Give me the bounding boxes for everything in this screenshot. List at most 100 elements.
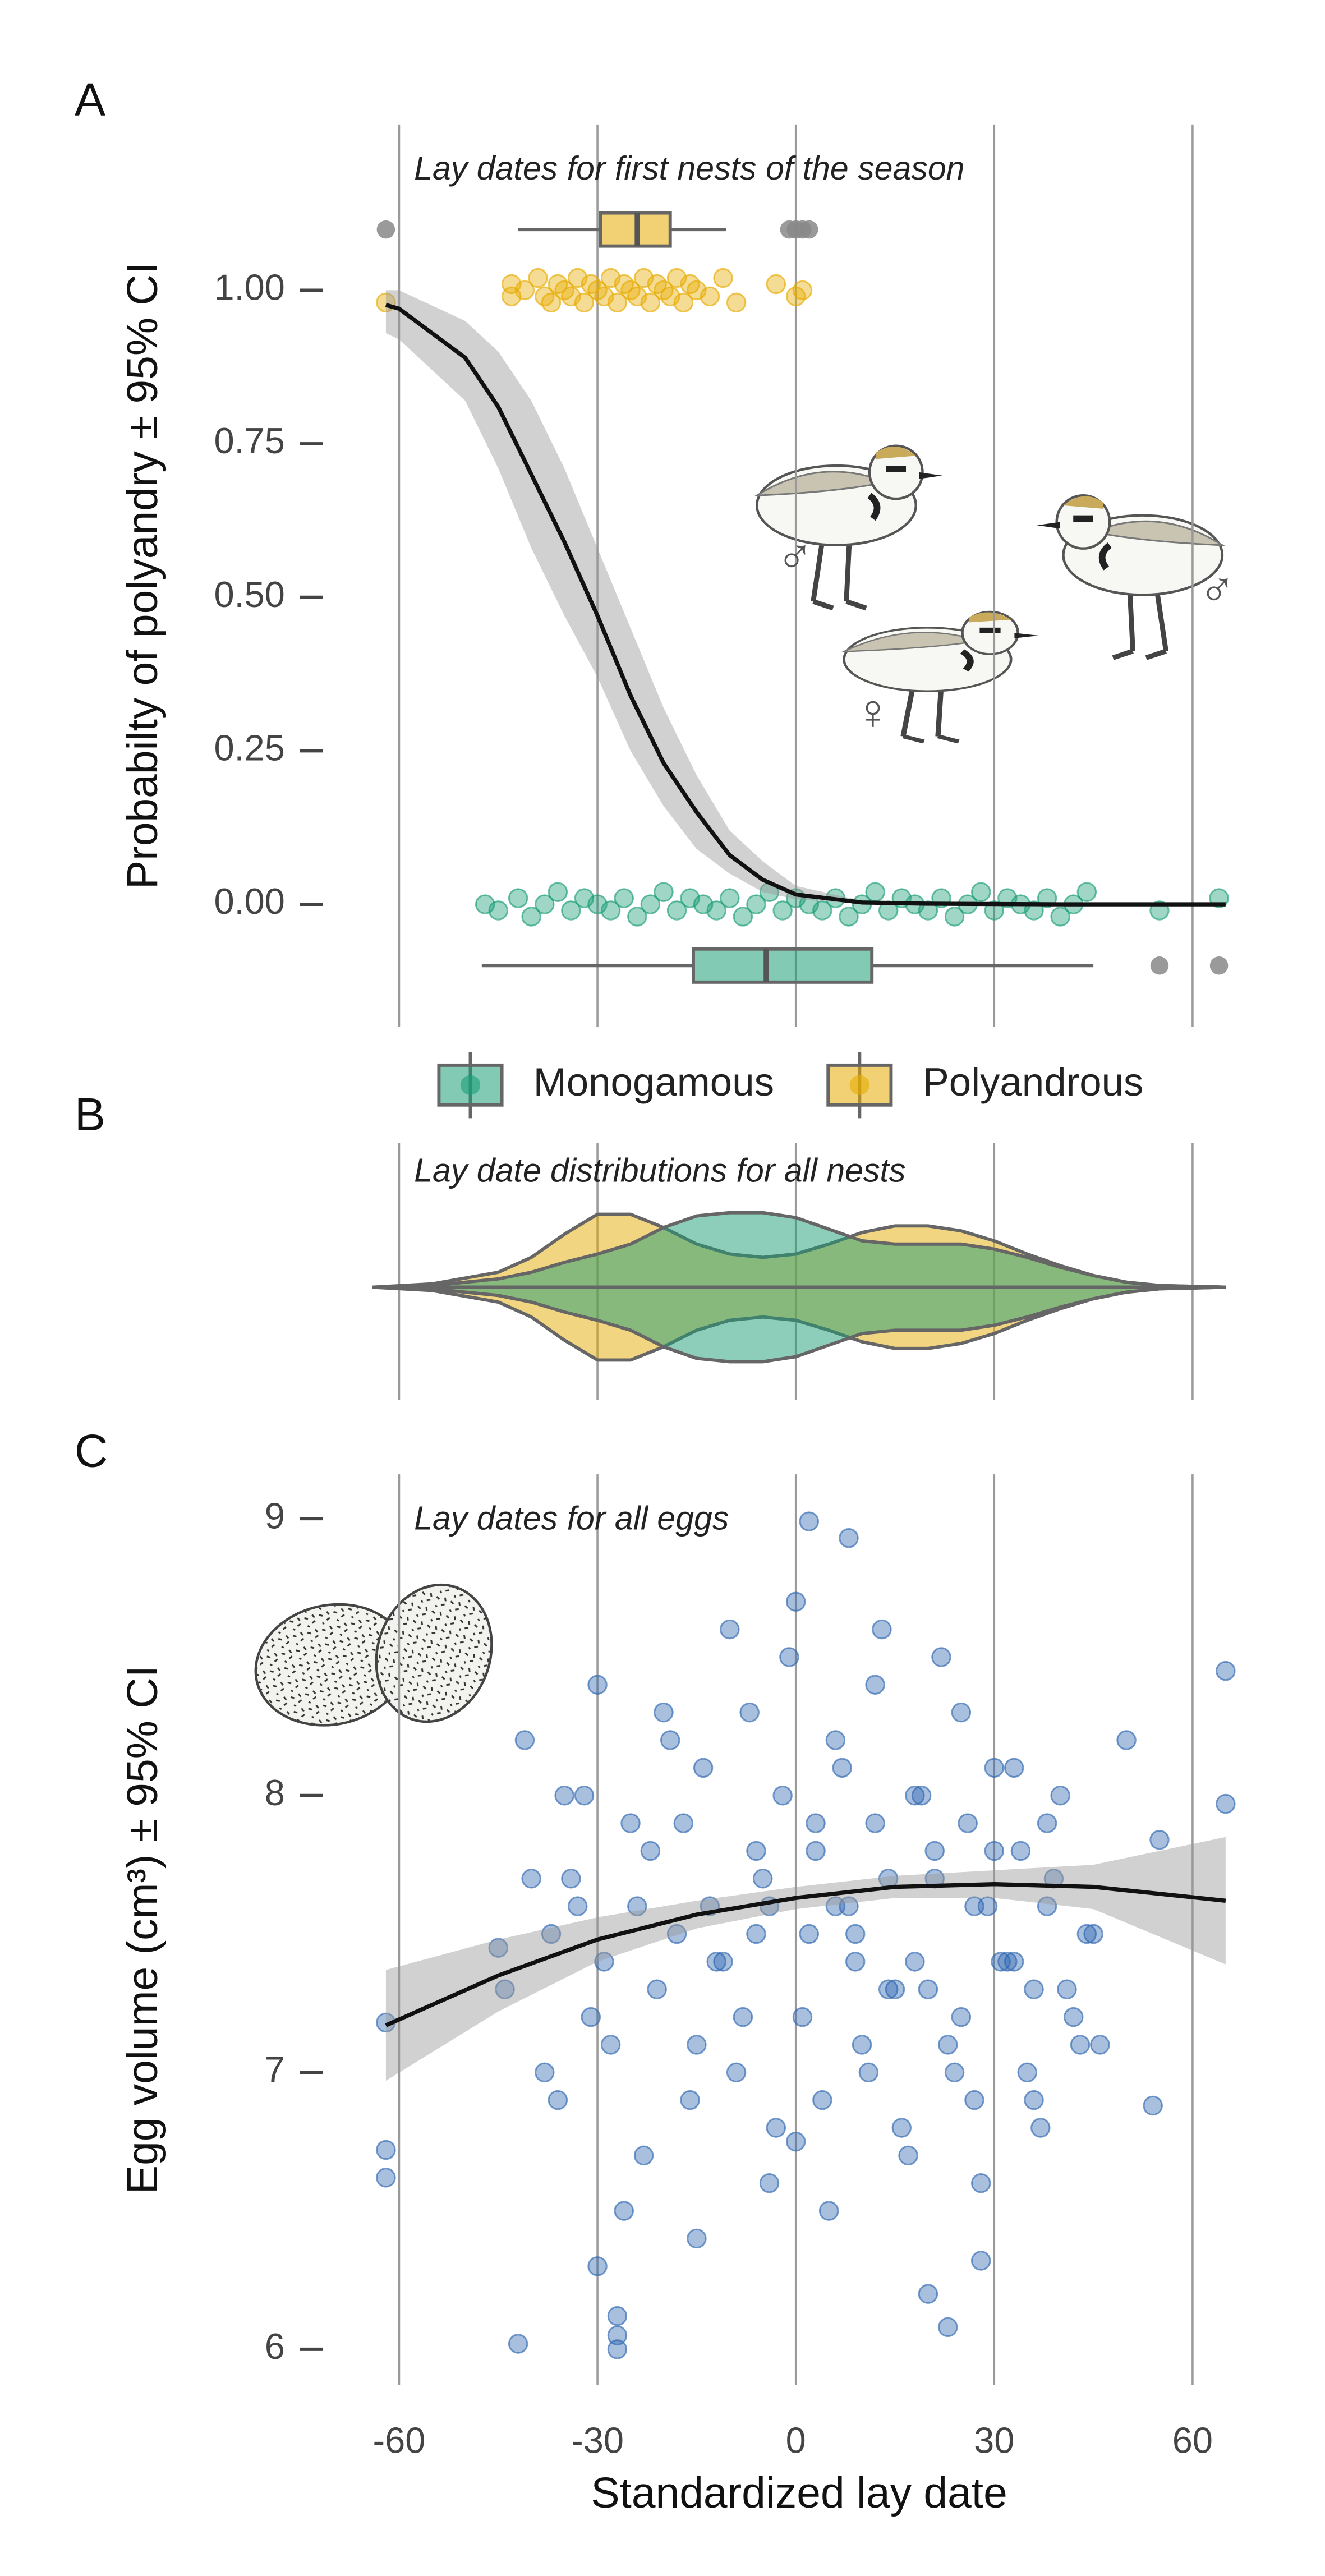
point: [924, 1841, 945, 1861]
point: [733, 907, 753, 927]
point: [938, 2317, 958, 2338]
point: [772, 900, 793, 921]
point: [607, 292, 628, 313]
point: [594, 1952, 614, 1972]
point: [746, 1841, 766, 1861]
confidence-band: [385, 1837, 1226, 2081]
point: [726, 292, 747, 313]
point: [951, 2007, 972, 2027]
point: [1050, 907, 1070, 927]
point: [1076, 882, 1097, 902]
point: [620, 1813, 641, 1833]
point: [964, 2090, 984, 2110]
point: [898, 2145, 918, 2166]
x-tick-label: 0: [786, 2420, 806, 2461]
point: [376, 2140, 396, 2160]
point: [614, 2201, 634, 2221]
point: [541, 292, 562, 313]
point: [865, 1675, 885, 1695]
box-outlier: [1150, 956, 1169, 975]
point: [938, 2035, 958, 2055]
fit-line: [385, 1882, 1226, 2027]
point: [548, 882, 568, 902]
box-outlier: [800, 220, 818, 239]
point: [720, 888, 740, 908]
point: [1057, 1979, 1077, 1999]
point: [660, 1730, 680, 1750]
point: [918, 1979, 938, 1999]
point: [951, 1702, 972, 1723]
point: [825, 1896, 846, 1916]
x-tick-label: 30: [974, 2420, 1014, 2461]
point: [567, 1896, 588, 1916]
point: [812, 900, 832, 921]
sex-symbol: ♂: [1199, 562, 1236, 617]
point: [528, 268, 548, 288]
point: [706, 900, 726, 921]
point: [488, 1938, 508, 1958]
y-tick-label: 0.50: [214, 574, 284, 615]
annotation: Lay dates for all eggs: [414, 1499, 729, 1537]
point: [1030, 2118, 1051, 2138]
box-body: [692, 947, 874, 984]
point: [693, 1758, 714, 1778]
box-outlier: [376, 220, 395, 239]
point: [376, 2168, 396, 2188]
point: [806, 1841, 826, 1861]
violin-half: [372, 1285, 1226, 1364]
point: [561, 900, 581, 921]
point: [521, 1869, 541, 1889]
point: [785, 2131, 806, 2152]
point: [633, 2145, 654, 2166]
point: [666, 1924, 687, 1944]
point: [514, 280, 535, 301]
point: [1143, 2095, 1163, 2116]
point: [554, 1785, 574, 1806]
panel-label: C: [75, 1425, 108, 1477]
point: [931, 1647, 951, 1667]
point: [700, 286, 720, 307]
point: [792, 2007, 813, 2027]
sex-symbol: ♀: [854, 684, 891, 739]
point: [1064, 2007, 1084, 2027]
point: [726, 2062, 747, 2083]
point: [687, 2228, 707, 2249]
point: [541, 1924, 562, 1944]
point: [1004, 1952, 1024, 1972]
point: [535, 894, 555, 914]
point: [1004, 1758, 1024, 1778]
y-axis-label: Egg volume (cm³) ± 95% CI: [119, 1666, 167, 2194]
point: [845, 1924, 866, 1944]
point: [627, 1896, 647, 1916]
point: [600, 2035, 621, 2055]
point: [514, 1730, 535, 1750]
point: [673, 1813, 694, 1833]
point: [739, 1702, 760, 1723]
point: [587, 2256, 608, 2276]
point: [640, 292, 661, 313]
point: [799, 1511, 819, 1531]
egg-illustration: [375, 1583, 493, 1723]
point: [706, 1952, 726, 1972]
y-tick-label: 1.00: [214, 267, 284, 308]
point: [1076, 1924, 1097, 1944]
point: [607, 2339, 628, 2359]
point: [1083, 1924, 1103, 1944]
point: [713, 1952, 733, 1972]
point: [891, 2118, 912, 2138]
point: [944, 2062, 965, 2083]
panel-label: A: [75, 73, 105, 125]
point: [548, 2090, 568, 2110]
point: [918, 2284, 938, 2304]
point: [958, 1813, 978, 1833]
y-axis-label: Probabilty of polyandry ± 95% CI: [119, 263, 167, 889]
legend-label: Monogamous: [533, 1060, 774, 1105]
legend-label: Polyandrous: [923, 1060, 1144, 1105]
x-axis-label: Standardized lay date: [591, 2469, 1007, 2517]
point: [1216, 1660, 1236, 1681]
point: [818, 2201, 839, 2221]
point: [746, 1924, 766, 1944]
point: [905, 1952, 925, 1972]
point: [1090, 2035, 1110, 2055]
